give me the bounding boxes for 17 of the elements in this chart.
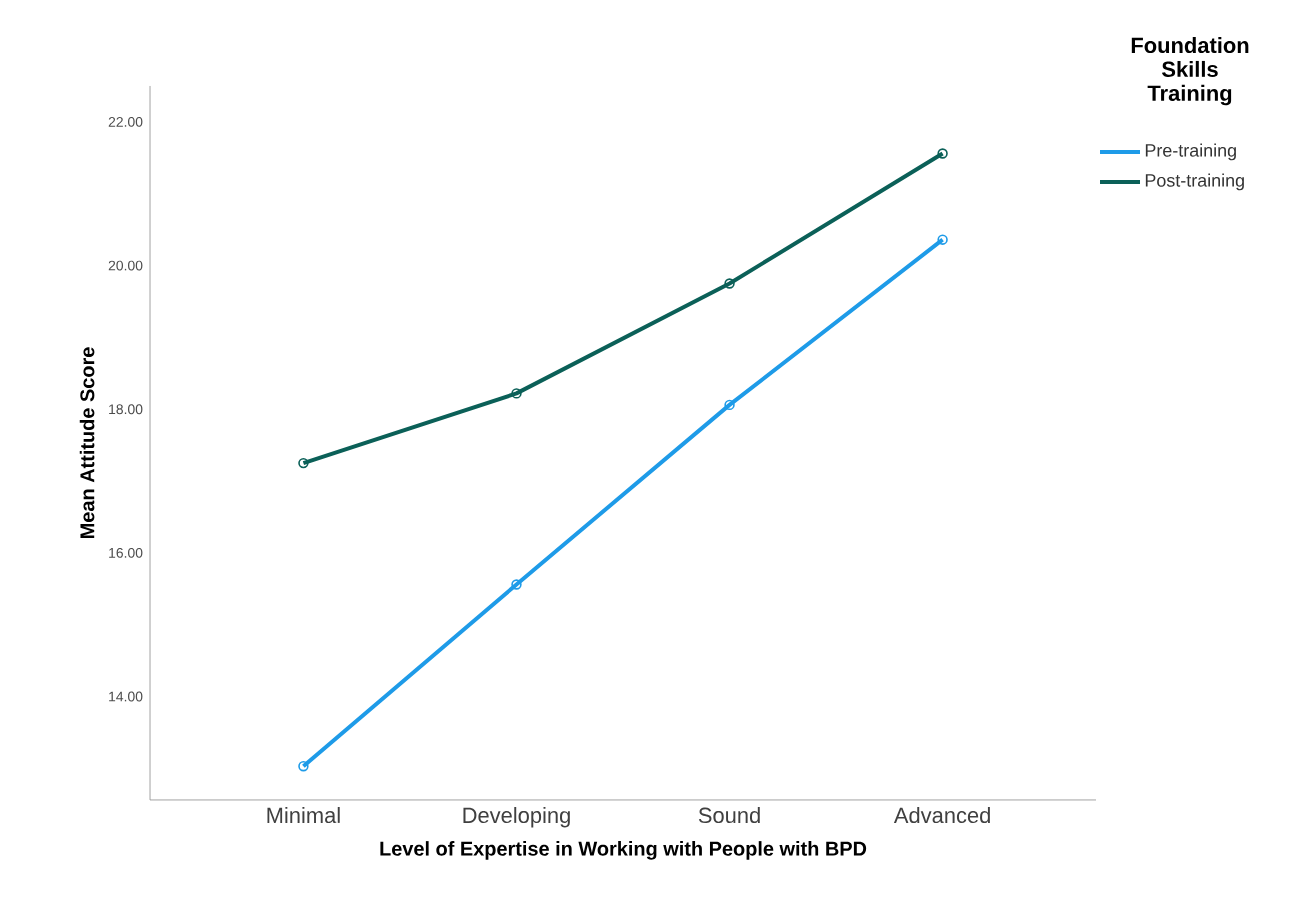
point — [298, 761, 309, 772]
point — [724, 399, 735, 411]
x-tick-label: Sound — [698, 807, 760, 824]
point — [937, 234, 948, 245]
point — [511, 579, 522, 590]
point — [724, 278, 735, 289]
point — [298, 457, 309, 469]
point — [937, 148, 948, 159]
x-tick-label: Minimal — [267, 807, 340, 824]
x-tick-label: Advanced — [893, 807, 990, 824]
legend-label: Pre-training — [1145, 143, 1236, 161]
x-axis-title: Level of Expertise in Working with People with BPD — [380, 841, 867, 860]
point — [511, 388, 522, 399]
y-axis-title: Mean Attitude Score — [79, 347, 95, 538]
legend-label: Post-training — [1145, 173, 1244, 191]
legend-title: Foundation Skills Training — [1131, 37, 1249, 106]
x-tick-label: Developing — [463, 807, 570, 828]
